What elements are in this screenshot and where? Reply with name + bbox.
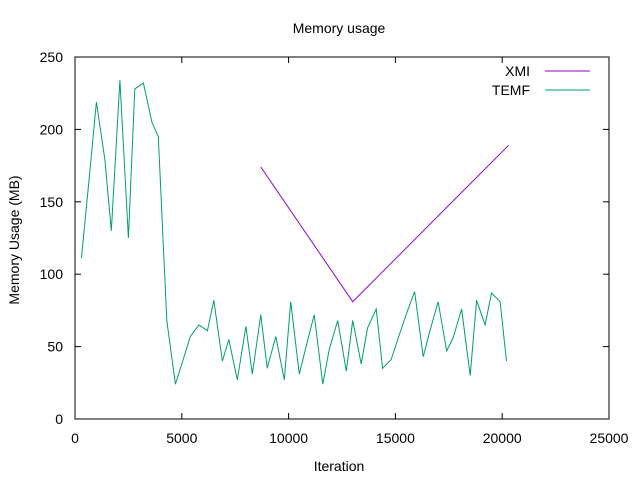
y-tick-label: 250	[40, 49, 64, 65]
series-lines	[80, 80, 509, 385]
axis-tick-labels: 0 5000 10000 15000 20000 25000 0 50 100 150 200 250	[40, 49, 629, 446]
y-axis-title: Memory Usage (MB)	[6, 175, 22, 304]
y-tick-label: 200	[40, 121, 64, 137]
legend-label-xmi: XMI	[505, 63, 530, 79]
y-tick-label: 100	[40, 266, 64, 282]
series-line-xmi	[260, 144, 509, 303]
x-tick-label: 0	[71, 430, 79, 446]
x-tick-label: 5000	[166, 430, 197, 446]
chart-title: Memory usage	[293, 20, 386, 36]
x-tick-label: 10000	[269, 430, 308, 446]
x-tick-label: 20000	[483, 430, 522, 446]
y-tick-label: 0	[55, 411, 63, 427]
series-line-temf	[80, 80, 507, 385]
x-tick-label: 15000	[376, 430, 415, 446]
plot-area-frame	[74, 56, 610, 420]
x-tick-label: 25000	[590, 430, 629, 446]
y-tick-label: 150	[40, 194, 64, 210]
y-tick-label: 50	[47, 339, 63, 355]
legend-label-temf: TEMF	[492, 82, 530, 98]
axis-ticks	[74, 56, 610, 420]
legend: XMI TEMF	[492, 63, 590, 98]
x-axis-title: Iteration	[314, 458, 365, 474]
